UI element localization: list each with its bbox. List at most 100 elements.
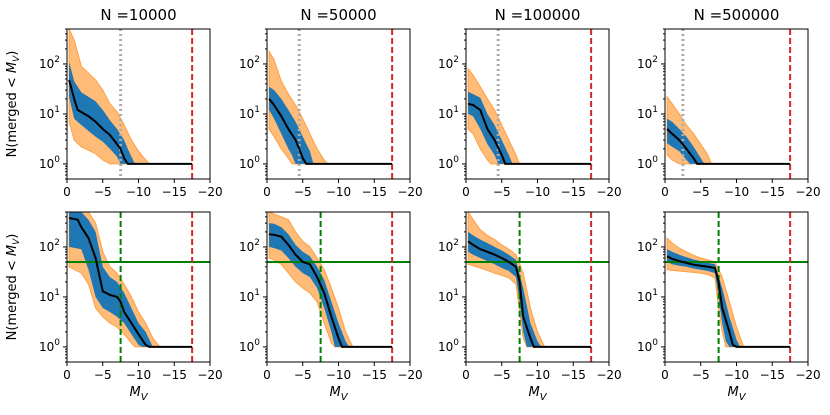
x-tick-label: −5 — [692, 368, 710, 382]
inner-band — [269, 86, 314, 164]
x-tick-label: −5 — [94, 185, 112, 199]
y-tick-exponent: 0 — [254, 338, 260, 348]
y-label-pre: N(merged < — [5, 73, 20, 157]
outer-band — [467, 212, 546, 348]
x-tick-label: −10 — [326, 185, 351, 199]
x-label-sub: V — [141, 392, 149, 403]
plot-area — [466, 212, 609, 362]
x-tick-label: −20 — [397, 368, 422, 382]
x-tick-label: −5 — [493, 185, 511, 199]
y-tick-exponent: 1 — [453, 105, 459, 115]
y-label-post: ) — [5, 234, 20, 239]
x-tick-label: −20 — [596, 185, 621, 199]
panel-title: N =500000 — [694, 6, 780, 24]
y-tick-exponent: 0 — [453, 338, 459, 348]
x-tick-label: −15 — [362, 185, 387, 199]
y-tick-label: 100 — [239, 338, 260, 354]
y-tick-exponent: 2 — [652, 238, 658, 248]
y-axis-label: N(merged < MV) — [5, 234, 22, 341]
y-tick-label: 101 — [239, 288, 260, 304]
y-label-m: M — [5, 245, 20, 256]
x-tick-label: −20 — [397, 185, 422, 199]
y-tick-label: 102 — [239, 238, 260, 254]
median-line — [268, 98, 393, 165]
x-tick-label: 0 — [661, 185, 669, 199]
x-axis-label: MV — [329, 385, 348, 403]
y-tick-label: 102 — [438, 238, 459, 254]
plot-area — [665, 212, 808, 362]
x-tick-label: −5 — [294, 185, 312, 199]
x-tick-label: −15 — [162, 185, 187, 199]
median-line — [666, 128, 791, 165]
y-tick-exponent: 1 — [54, 288, 60, 298]
y-tick-label: 100 — [438, 338, 459, 354]
x-tick-label: −15 — [162, 368, 187, 382]
x-tick-label: 0 — [63, 185, 71, 199]
x-tick-label: −10 — [525, 185, 550, 199]
x-tick-label: −15 — [561, 185, 586, 199]
inner-band — [269, 223, 350, 347]
x-tick-label: 0 — [63, 368, 71, 382]
y-tick-exponent: 2 — [453, 238, 459, 248]
x-tick-label: −10 — [724, 368, 749, 382]
y-tick-exponent: 0 — [453, 155, 459, 165]
y-label-sub: V — [12, 55, 22, 62]
plot-area — [666, 29, 792, 179]
y-tick-label: 101 — [438, 288, 459, 304]
x-tick-label: −5 — [94, 368, 112, 382]
x-tick-label: −20 — [197, 368, 222, 382]
plot-area — [67, 212, 210, 362]
y-tick-label: 101 — [637, 288, 658, 304]
y-tick-exponent: 1 — [254, 105, 260, 115]
y-tick-label: 101 — [39, 288, 60, 304]
x-axis-label: MV — [528, 385, 547, 403]
y-tick-exponent: 1 — [254, 288, 260, 298]
y-tick-label: 100 — [239, 155, 260, 171]
y-tick-label: 100 — [39, 338, 60, 354]
x-axis-label: MV — [727, 385, 746, 403]
y-tick-exponent: 0 — [254, 155, 260, 165]
x-tick-label: 0 — [263, 185, 271, 199]
y-tick-exponent: 2 — [652, 55, 658, 65]
median-line — [666, 255, 791, 348]
plot-area — [267, 212, 410, 362]
x-tick-label: −20 — [596, 368, 621, 382]
y-label-m: M — [5, 62, 20, 73]
plot-area — [268, 29, 394, 179]
x-tick-label: −15 — [362, 368, 387, 382]
y-tick-label: 102 — [637, 238, 658, 254]
y-tick-exponent: 2 — [254, 238, 260, 248]
y-tick-label: 102 — [39, 55, 60, 71]
panel-title: N =50000 — [300, 6, 376, 24]
y-label-sub: V — [12, 238, 22, 245]
x-tick-label: −15 — [760, 368, 785, 382]
inner-band — [69, 61, 135, 164]
y-tick-exponent: 2 — [54, 238, 60, 248]
x-tick-label: −15 — [561, 368, 586, 382]
x-label-sub: V — [341, 392, 349, 403]
x-tick-label: 0 — [462, 185, 470, 199]
x-label-main: M — [528, 385, 539, 400]
x-tick-label: −10 — [724, 185, 749, 199]
x-tick-label: −10 — [126, 185, 151, 199]
x-tick-label: −10 — [126, 368, 151, 382]
median-line — [68, 79, 193, 165]
x-label-sub: V — [540, 392, 548, 403]
median-line — [68, 217, 193, 348]
y-tick-label: 101 — [39, 105, 60, 121]
y-tick-label: 101 — [637, 105, 658, 121]
median-line — [467, 240, 592, 348]
panel-title: N =10000 — [100, 6, 176, 24]
y-tick-exponent: 0 — [652, 155, 658, 165]
y-tick-exponent: 1 — [453, 288, 459, 298]
x-tick-label: −5 — [692, 185, 710, 199]
x-tick-label: 0 — [661, 368, 669, 382]
x-label-main: M — [129, 385, 140, 400]
